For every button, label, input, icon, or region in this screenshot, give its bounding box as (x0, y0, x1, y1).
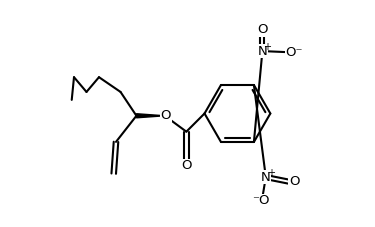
Text: +: + (263, 42, 272, 52)
Text: O: O (289, 175, 300, 188)
Text: N: N (261, 170, 271, 184)
Text: ⁻O: ⁻O (252, 194, 270, 207)
Text: N: N (258, 44, 267, 58)
Text: +: + (267, 168, 275, 178)
Text: O⁻: O⁻ (285, 46, 303, 59)
Text: O: O (257, 23, 268, 36)
Text: O: O (181, 159, 192, 172)
Text: O: O (160, 109, 171, 122)
Polygon shape (136, 114, 165, 118)
